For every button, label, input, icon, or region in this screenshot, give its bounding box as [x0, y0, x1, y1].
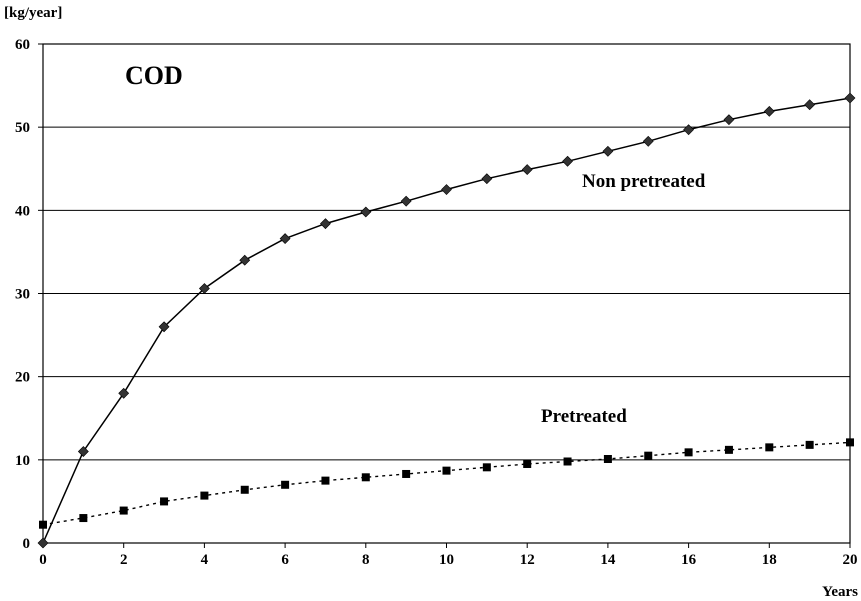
- data-point-diamond: [642, 135, 654, 147]
- data-point-diamond: [118, 387, 130, 399]
- x-tick-label: 0: [39, 552, 47, 568]
- data-point-diamond: [804, 99, 816, 111]
- data-point-square: [200, 491, 209, 500]
- data-point-square: [361, 473, 370, 482]
- data-point-square: [765, 443, 774, 452]
- data-point-square: [684, 448, 693, 457]
- data-point-square: [119, 506, 128, 515]
- data-point-square: [724, 445, 733, 454]
- y-tick-label: 20: [15, 370, 30, 386]
- data-point-diamond: [77, 446, 89, 457]
- data-point-square: [563, 457, 572, 466]
- x-tick-label: 12: [520, 552, 535, 568]
- x-tick-label: 10: [439, 552, 454, 568]
- data-point-diamond: [521, 164, 533, 176]
- y-tick-labels: 0 10 20 30 40 50 60: [15, 37, 30, 552]
- chart-title: COD: [125, 61, 183, 90]
- data-point-square: [281, 480, 290, 489]
- y-axis-unit-label: [kg/year]: [4, 5, 62, 21]
- series-line: [42, 441, 851, 526]
- data-point-square: [79, 514, 88, 523]
- series-label-pretreated: Pretreated: [541, 406, 627, 427]
- data-point-diamond: [158, 321, 170, 333]
- data-point-diamond: [602, 145, 614, 157]
- data-point-square: [846, 438, 854, 447]
- data-point-diamond: [723, 114, 735, 126]
- data-point-square: [402, 469, 411, 478]
- y-tick-label: 10: [15, 453, 30, 469]
- data-point-square: [160, 497, 169, 506]
- data-point-diamond: [400, 195, 412, 207]
- data-point-diamond: [441, 184, 452, 195]
- data-point-square: [240, 485, 249, 494]
- y-tick-label: 0: [23, 536, 31, 552]
- data-point-diamond: [37, 537, 49, 549]
- data-point-square: [442, 466, 451, 475]
- gridlines: [43, 126, 850, 461]
- data-point-diamond: [844, 92, 856, 104]
- x-axis-label: Years: [822, 584, 858, 600]
- x-tick-label: 14: [600, 552, 616, 568]
- data-point-square: [523, 459, 532, 468]
- x-tick-label: 18: [762, 552, 777, 568]
- data-point-diamond: [239, 254, 251, 266]
- x-tick-label: 8: [362, 552, 370, 568]
- x-tick-label: 6: [281, 552, 289, 568]
- series-non-pretreated: [37, 92, 856, 549]
- x-tick-label: 2: [120, 552, 128, 568]
- data-point-square: [805, 440, 814, 449]
- y-tick-label: 30: [15, 287, 30, 303]
- data-point-square: [482, 463, 491, 472]
- y-tick-label: 40: [15, 203, 30, 219]
- x-tick-label: 16: [681, 552, 697, 568]
- series-label-non-pretreated: Non pretreated: [582, 171, 706, 192]
- x-tick-label: 20: [843, 552, 858, 568]
- series-line: [42, 97, 851, 544]
- data-point-diamond: [481, 173, 493, 185]
- data-point-diamond: [683, 124, 695, 136]
- y-tick-label: 50: [15, 120, 30, 136]
- data-point-diamond: [320, 218, 331, 230]
- data-point-diamond: [763, 105, 775, 117]
- x-tick-labels: 0 2 4 6 8 10 12 14 16 18 20: [39, 552, 857, 568]
- data-point-square: [39, 520, 47, 529]
- data-point-square: [644, 451, 653, 460]
- data-point-diamond: [279, 233, 291, 245]
- axes: [38, 43, 851, 548]
- data-point-diamond: [562, 155, 573, 167]
- data-point-diamond: [360, 206, 372, 218]
- data-point-square: [603, 455, 612, 464]
- data-point-square: [321, 476, 330, 485]
- x-tick-label: 4: [201, 552, 209, 568]
- y-tick-label: 60: [15, 37, 30, 53]
- series-pretreated: [39, 438, 854, 529]
- data-point-diamond: [198, 283, 210, 294]
